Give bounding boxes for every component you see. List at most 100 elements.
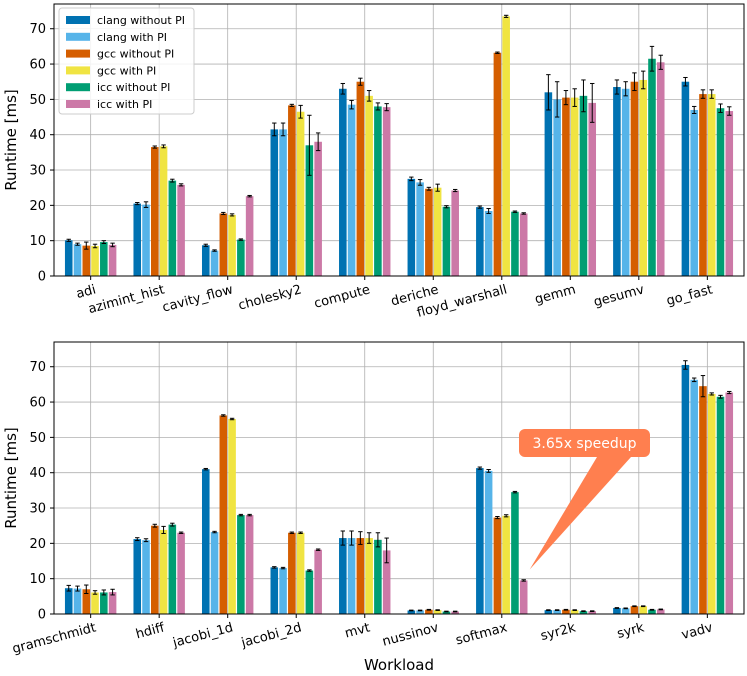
bar-azimint_hist-2 bbox=[151, 147, 159, 276]
legend-label: gcc with PI bbox=[97, 64, 156, 77]
bar-go_fast-5 bbox=[725, 111, 734, 276]
bar-hdiff-1 bbox=[142, 540, 150, 614]
bar-compute-4 bbox=[374, 106, 382, 276]
bar-jacobi_2d-2 bbox=[288, 532, 296, 614]
legend-label: gcc without PI bbox=[97, 48, 174, 61]
y-tick-label: 10 bbox=[29, 234, 46, 249]
callout-arrow bbox=[529, 457, 631, 570]
bar-gesumv-2 bbox=[630, 81, 639, 276]
bar-gramschmidt-3 bbox=[91, 592, 99, 614]
bar-nussinov-1 bbox=[416, 610, 424, 614]
y-axis-label: Runtime [ms] bbox=[2, 89, 20, 191]
callout-text: 3.65x speedup bbox=[533, 436, 637, 452]
bar-syrk-3 bbox=[639, 606, 647, 614]
bar-cavity_flow-2 bbox=[219, 213, 228, 276]
bar-vadv-3 bbox=[707, 393, 716, 614]
bar-syr2k-1 bbox=[553, 610, 561, 614]
bar-softmax-1 bbox=[484, 470, 493, 614]
bar-jacobi_2d-1 bbox=[279, 568, 287, 614]
y-tick-label: 60 bbox=[29, 396, 46, 411]
bar-jacobi_2d-5 bbox=[314, 549, 322, 614]
bar-hdiff-5 bbox=[177, 532, 185, 614]
legend-label: icc with PI bbox=[97, 98, 152, 111]
bar-gemm-5 bbox=[588, 102, 597, 276]
x-tick-label-syrk: syrk bbox=[616, 620, 647, 642]
legend-swatch bbox=[66, 100, 90, 108]
bar-nussinov-0 bbox=[407, 610, 416, 614]
legend-swatch bbox=[66, 66, 90, 75]
bar-gemm-2 bbox=[562, 97, 570, 277]
y-tick-label: 30 bbox=[29, 502, 46, 517]
legend-swatch bbox=[66, 49, 90, 58]
bar-compute-2 bbox=[356, 81, 365, 276]
y-tick-label: 40 bbox=[29, 466, 46, 481]
bar-softmax-3 bbox=[502, 515, 510, 614]
bar-jacobi_2d-3 bbox=[296, 532, 305, 614]
x-tick-label-vadv: vadv bbox=[680, 620, 715, 643]
bar-adi-1 bbox=[73, 244, 82, 276]
bar-hdiff-0 bbox=[133, 539, 142, 614]
bar-floyd_warshall-0 bbox=[476, 207, 484, 276]
y-tick-label: 10 bbox=[29, 572, 46, 587]
bar-mvt-4 bbox=[374, 539, 382, 614]
bar-gesumv-1 bbox=[621, 88, 630, 276]
bar-syrk-1 bbox=[621, 608, 630, 614]
bar-softmax-4 bbox=[511, 492, 519, 614]
bar-cavity_flow-1 bbox=[210, 250, 219, 276]
bar-vadv-4 bbox=[716, 396, 725, 614]
x-tick-label-mvt: mvt bbox=[343, 620, 371, 641]
legend: clang without PI clang with PI gcc without… bbox=[58, 7, 195, 115]
bar-syr2k-5 bbox=[588, 611, 597, 614]
bar-compute-0 bbox=[339, 88, 347, 276]
legend-label: icc without PI bbox=[97, 81, 170, 94]
x-tick-label-cholesky2: cholesky2 bbox=[237, 282, 303, 313]
bar-vadv-2 bbox=[699, 386, 707, 614]
bar-floyd_warshall-5 bbox=[519, 213, 528, 276]
bar-softmax-2 bbox=[493, 517, 502, 614]
bar-jacobi_2d-0 bbox=[270, 567, 279, 614]
bar-deriche-4 bbox=[442, 206, 451, 276]
x-tick-label-gemm: gemm bbox=[533, 282, 577, 307]
bar-go_fast-0 bbox=[681, 81, 690, 276]
bar-compute-5 bbox=[382, 107, 391, 277]
bar-floyd_warshall-3 bbox=[502, 16, 510, 276]
bar-cavity_flow-4 bbox=[237, 239, 245, 276]
bar-gramschmidt-1 bbox=[73, 588, 82, 614]
bar-syr2k-0 bbox=[544, 610, 553, 614]
bar-gramschmidt-4 bbox=[100, 592, 108, 614]
bar-jacobi_1d-0 bbox=[201, 469, 210, 614]
x-tick-label-adi: adi bbox=[75, 282, 98, 302]
x-tick-label-azimint_hist: azimint_hist bbox=[87, 282, 166, 317]
bar-mvt-0 bbox=[339, 538, 347, 614]
bar-syrk-5 bbox=[656, 609, 665, 614]
x-tick-label-softmax: softmax bbox=[454, 620, 509, 648]
bar-jacobi_1d-4 bbox=[237, 515, 245, 614]
bar-deriche-5 bbox=[451, 190, 459, 276]
y-tick-label: 0 bbox=[38, 270, 46, 285]
x-tick-label-compute: compute bbox=[312, 282, 371, 311]
y-axis-label: Runtime [ms] bbox=[2, 427, 20, 529]
bar-jacobi_1d-2 bbox=[219, 415, 228, 614]
bar-vadv-5 bbox=[725, 392, 734, 614]
bar-jacobi_1d-1 bbox=[210, 532, 219, 614]
bar-gemm-4 bbox=[579, 95, 588, 277]
y-tick-label: 0 bbox=[38, 608, 46, 623]
bar-gesumv-4 bbox=[648, 58, 656, 276]
x-tick-label-gramschmidt: gramschmidt bbox=[11, 620, 98, 657]
bar-azimint_hist-1 bbox=[142, 204, 150, 276]
bottom-panel: 0 10 20 30 40 50 60 70 gramschmidt hdiff jacobi_1d… bbox=[2, 341, 745, 674]
bar-hdiff-3 bbox=[159, 529, 168, 614]
legend-label: clang with PI bbox=[97, 31, 167, 44]
legend-box bbox=[58, 7, 195, 115]
bar-cholesky2-0 bbox=[270, 129, 279, 276]
bar-gramschmidt-0 bbox=[64, 588, 73, 614]
bar-vadv-1 bbox=[690, 379, 698, 614]
bar-cholesky2-2 bbox=[288, 105, 296, 276]
y-tick-label: 20 bbox=[29, 537, 46, 552]
bar-compute-1 bbox=[347, 104, 356, 276]
bar-softmax-5 bbox=[519, 580, 528, 614]
bar-azimint_hist-5 bbox=[177, 184, 185, 276]
bar-syrk-2 bbox=[630, 606, 639, 614]
bar-adi-3 bbox=[91, 245, 99, 276]
bar-cholesky2-5 bbox=[314, 141, 322, 276]
